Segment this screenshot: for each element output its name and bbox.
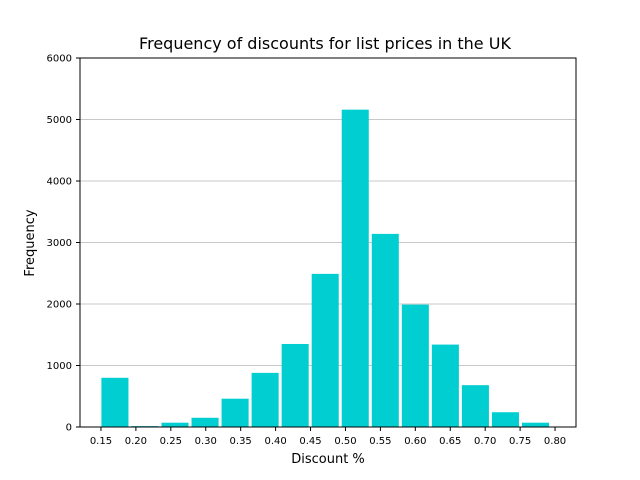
y-tick-label: 0 [66,423,72,434]
x-axis-label: Discount % [291,452,365,467]
y-tick-label: 6000 [47,54,72,65]
x-tick-label: 0.65 [439,436,461,447]
histogram-bar [311,273,339,427]
x-tick-label: 0.30 [195,436,217,447]
histogram-bar [401,304,429,427]
x-tick-label: 0.35 [230,436,252,447]
histogram-bar [521,422,549,427]
histogram-bar [281,343,309,427]
x-tick-label: 0.50 [334,436,356,447]
x-tick-label: 0.25 [160,436,182,447]
histogram-bar [371,233,399,427]
y-tick-label: 2000 [47,300,72,311]
x-tick-label: 0.55 [369,436,391,447]
x-tick-label: 0.80 [544,436,566,447]
y-tick-label: 5000 [47,115,72,126]
x-tick-label: 0.75 [509,436,531,447]
y-tick-label: 1000 [47,361,72,372]
x-axis: 0.15 0.20 0.25 0.30 0.35 0.40 0.45 0.50 0.55 0.60… [90,427,566,447]
histogram-bar [251,372,279,427]
grid-lines [80,119,576,366]
histogram-bar [431,344,459,427]
x-tick-label: 0.40 [264,436,286,447]
histogram-bar [221,398,249,427]
y-tick-label: 4000 [47,177,72,188]
histogram-bar [191,417,219,427]
histogram-bar [461,385,489,427]
x-tick-label: 0.20 [125,436,147,447]
x-tick-label: 0.15 [90,436,112,447]
y-axis-label: Frequency [23,209,38,276]
x-tick-label: 0.60 [404,436,426,447]
histogram-bar [491,412,519,427]
histogram-bar [101,377,129,427]
y-tick-label: 3000 [47,238,72,249]
histogram-bar [161,422,189,427]
bars [101,109,549,427]
chart-title: Frequency of discounts for list prices i… [139,34,511,53]
x-tick-label: 0.45 [299,436,321,447]
histogram-bar [341,109,369,427]
x-tick-label: 0.70 [474,436,496,447]
y-axis: 0 1000 2000 3000 4000 5000 6000 [47,54,80,434]
